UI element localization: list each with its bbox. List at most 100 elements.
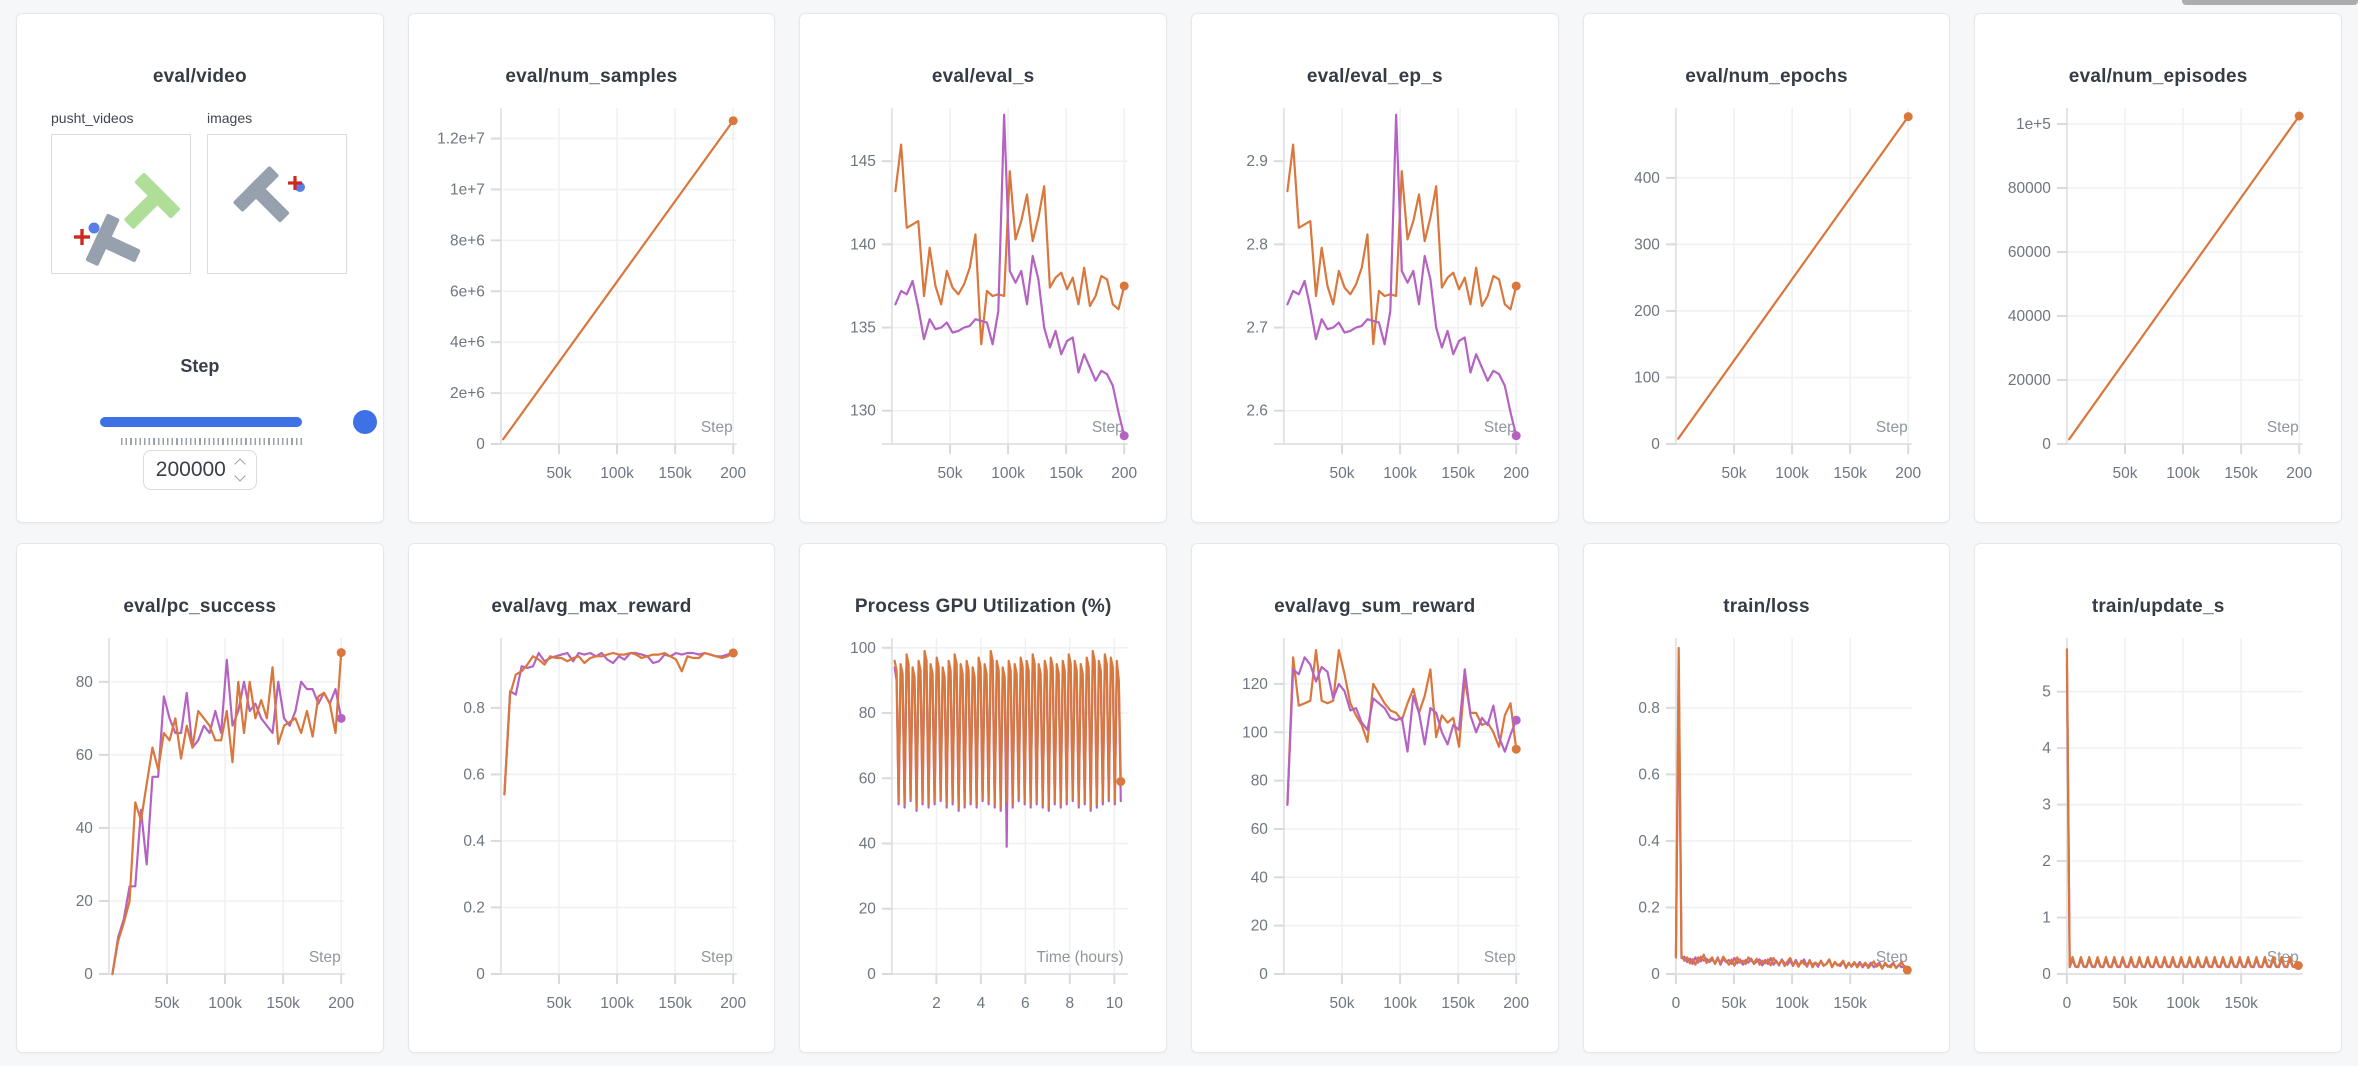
svg-text:Step: Step bbox=[309, 949, 341, 966]
line-chart-eval-num-epochs[interactable]: 50k 100k 150k 200 0 100 200 300 400 Step bbox=[1584, 96, 1950, 510]
svg-text:6e+6: 6e+6 bbox=[450, 283, 485, 300]
svg-text:50k: 50k bbox=[938, 465, 963, 482]
svg-text:50k: 50k bbox=[2113, 465, 2138, 482]
svg-text:60: 60 bbox=[76, 747, 93, 764]
svg-text:50k: 50k bbox=[155, 995, 180, 1012]
svg-text:200: 200 bbox=[2287, 465, 2313, 482]
svg-text:50k: 50k bbox=[2113, 995, 2138, 1012]
svg-text:0: 0 bbox=[1651, 966, 1660, 983]
svg-text:Step: Step bbox=[1092, 419, 1124, 436]
svg-text:0.6: 0.6 bbox=[463, 766, 485, 783]
svg-text:150k: 150k bbox=[266, 995, 300, 1012]
svg-text:0: 0 bbox=[868, 966, 877, 983]
decrement-icon[interactable] bbox=[234, 470, 246, 482]
step-number-input[interactable]: 200000 bbox=[142, 450, 257, 490]
svg-text:0: 0 bbox=[1651, 436, 1660, 453]
svg-text:80: 80 bbox=[1251, 773, 1268, 790]
svg-text:1e+7: 1e+7 bbox=[450, 181, 485, 198]
svg-text:200: 200 bbox=[720, 995, 746, 1012]
svg-text:200: 200 bbox=[1895, 465, 1921, 482]
step-slider-knob[interactable] bbox=[353, 410, 377, 434]
svg-text:135: 135 bbox=[850, 320, 876, 337]
line-chart-eval-num-episodes[interactable]: 50k 100k 150k 200 0 20000 40000 60000 80000 1e+5 S… bbox=[1975, 96, 2341, 510]
svg-text:40: 40 bbox=[1251, 869, 1268, 886]
panel-title: eval/avg_max_reward bbox=[491, 596, 692, 617]
svg-text:4: 4 bbox=[977, 995, 986, 1012]
svg-text:20: 20 bbox=[1251, 918, 1268, 935]
pusht-video-thumbnail[interactable] bbox=[51, 134, 191, 274]
line-chart-eval-eval-s[interactable]: 50k 100k 150k 200 130 135 140 145 Step bbox=[800, 96, 1166, 510]
svg-text:100k: 100k bbox=[600, 465, 634, 482]
svg-text:60: 60 bbox=[859, 770, 876, 787]
svg-text:2.8: 2.8 bbox=[1246, 236, 1268, 253]
panel-title: train/update_s bbox=[2091, 596, 2225, 617]
panel-eval-avg-max-reward: eval/avg_max_reward 50k 100k 150k 200 0 0.2 0.… bbox=[407, 543, 776, 1053]
line-chart-eval-num-samples[interactable]: 50k 100k 150k 200 0 2e+6 4e+6 6e+6 8e+6 1e+7 1.2e+… bbox=[409, 96, 775, 510]
svg-text:150k: 150k bbox=[2225, 995, 2259, 1012]
svg-text:Step: Step bbox=[2267, 419, 2299, 436]
step-slider[interactable] bbox=[100, 410, 377, 434]
line-chart-train-loss[interactable]: 0 50k 100k 150k 0 0.2 0.4 0.6 0.8 Step bbox=[1584, 626, 1950, 1040]
panel-eval-eval-ep-s: eval/eval_ep_s 50k 100k 150k 200 2.6 2.7 2.8 2.… bbox=[1190, 13, 1559, 523]
svg-text:100: 100 bbox=[1242, 724, 1268, 741]
pusht-video-frame bbox=[74, 173, 180, 266]
line-chart-eval-avg-sum-reward[interactable]: 50k 100k 150k 200 0 20 40 60 80 100 120 Step bbox=[1192, 626, 1558, 1040]
panel-eval-avg-sum-reward: eval/avg_sum_reward 50k 100k 150k 200 0 20 40 6… bbox=[1190, 543, 1559, 1053]
svg-text:5: 5 bbox=[2043, 684, 2052, 701]
svg-text:100k: 100k bbox=[992, 465, 1026, 482]
stepper-buttons[interactable] bbox=[234, 457, 246, 483]
gray-t-block bbox=[233, 166, 290, 223]
panel-title: eval/eval_s bbox=[931, 66, 1035, 87]
svg-text:100k: 100k bbox=[2167, 465, 2201, 482]
panel-eval-num-episodes: eval/num_episodes 50k 100k 150k 200 0 20000 40… bbox=[1974, 13, 2342, 523]
panel-title: Process GPU Utilization (%) bbox=[854, 596, 1112, 617]
svg-text:100k: 100k bbox=[1383, 995, 1417, 1012]
panel-eval-video: eval/video pusht_videos images bbox=[16, 13, 384, 523]
svg-text:40: 40 bbox=[859, 836, 876, 853]
panel-title: eval/eval_ep_s bbox=[1306, 66, 1443, 87]
increment-icon[interactable] bbox=[234, 458, 246, 470]
svg-text:2: 2 bbox=[2043, 853, 2052, 870]
svg-text:200: 200 bbox=[1503, 995, 1529, 1012]
svg-text:80: 80 bbox=[76, 674, 93, 691]
green-t-block bbox=[124, 173, 180, 229]
svg-text:150k: 150k bbox=[658, 995, 692, 1012]
panel-title: train/loss bbox=[1723, 596, 1810, 617]
svg-text:100k: 100k bbox=[1775, 995, 1809, 1012]
line-chart-eval-pc-success[interactable]: 50k 100k 150k 200 0 20 40 60 80 Step bbox=[17, 626, 383, 1040]
svg-text:100k: 100k bbox=[1383, 465, 1417, 482]
step-slider-track[interactable] bbox=[100, 417, 302, 427]
svg-text:4e+6: 4e+6 bbox=[450, 334, 485, 351]
svg-text:100: 100 bbox=[850, 640, 876, 657]
svg-text:0.6: 0.6 bbox=[1638, 766, 1660, 783]
svg-text:0: 0 bbox=[476, 966, 485, 983]
step-slider-label: Step bbox=[180, 356, 220, 376]
line-chart-eval-avg-max-reward[interactable]: 50k 100k 150k 200 0 0.2 0.4 0.6 0.8 Step bbox=[409, 626, 775, 1040]
gray-t-block bbox=[85, 213, 141, 266]
svg-text:130: 130 bbox=[850, 403, 876, 420]
svg-text:6: 6 bbox=[1021, 995, 1030, 1012]
svg-text:150k: 150k bbox=[2225, 465, 2259, 482]
agent-dot bbox=[88, 222, 100, 234]
svg-text:8e+6: 8e+6 bbox=[450, 232, 485, 249]
step-value: 200000 bbox=[155, 458, 226, 481]
svg-text:Step: Step bbox=[1484, 949, 1516, 966]
svg-text:0.8: 0.8 bbox=[463, 700, 485, 717]
svg-text:Step: Step bbox=[701, 949, 733, 966]
panel-title: eval/video bbox=[152, 66, 247, 87]
svg-text:150k: 150k bbox=[1833, 995, 1867, 1012]
panel-eval-pc-success: eval/pc_success 50k 100k 150k 200 0 20 40 60 80 S… bbox=[16, 543, 384, 1053]
images-thumbnail[interactable] bbox=[207, 134, 347, 274]
svg-text:100: 100 bbox=[1634, 369, 1660, 386]
svg-text:2.9: 2.9 bbox=[1246, 153, 1268, 170]
svg-text:Step: Step bbox=[1484, 419, 1516, 436]
svg-text:0: 0 bbox=[2063, 995, 2072, 1012]
svg-text:200: 200 bbox=[1112, 465, 1138, 482]
svg-text:0: 0 bbox=[1259, 966, 1268, 983]
svg-text:8: 8 bbox=[1066, 995, 1075, 1012]
svg-text:2.7: 2.7 bbox=[1246, 320, 1268, 337]
line-chart-eval-eval-ep-s[interactable]: 50k 100k 150k 200 2.6 2.7 2.8 2.9 Step bbox=[1192, 96, 1558, 510]
svg-text:50k: 50k bbox=[546, 465, 571, 482]
